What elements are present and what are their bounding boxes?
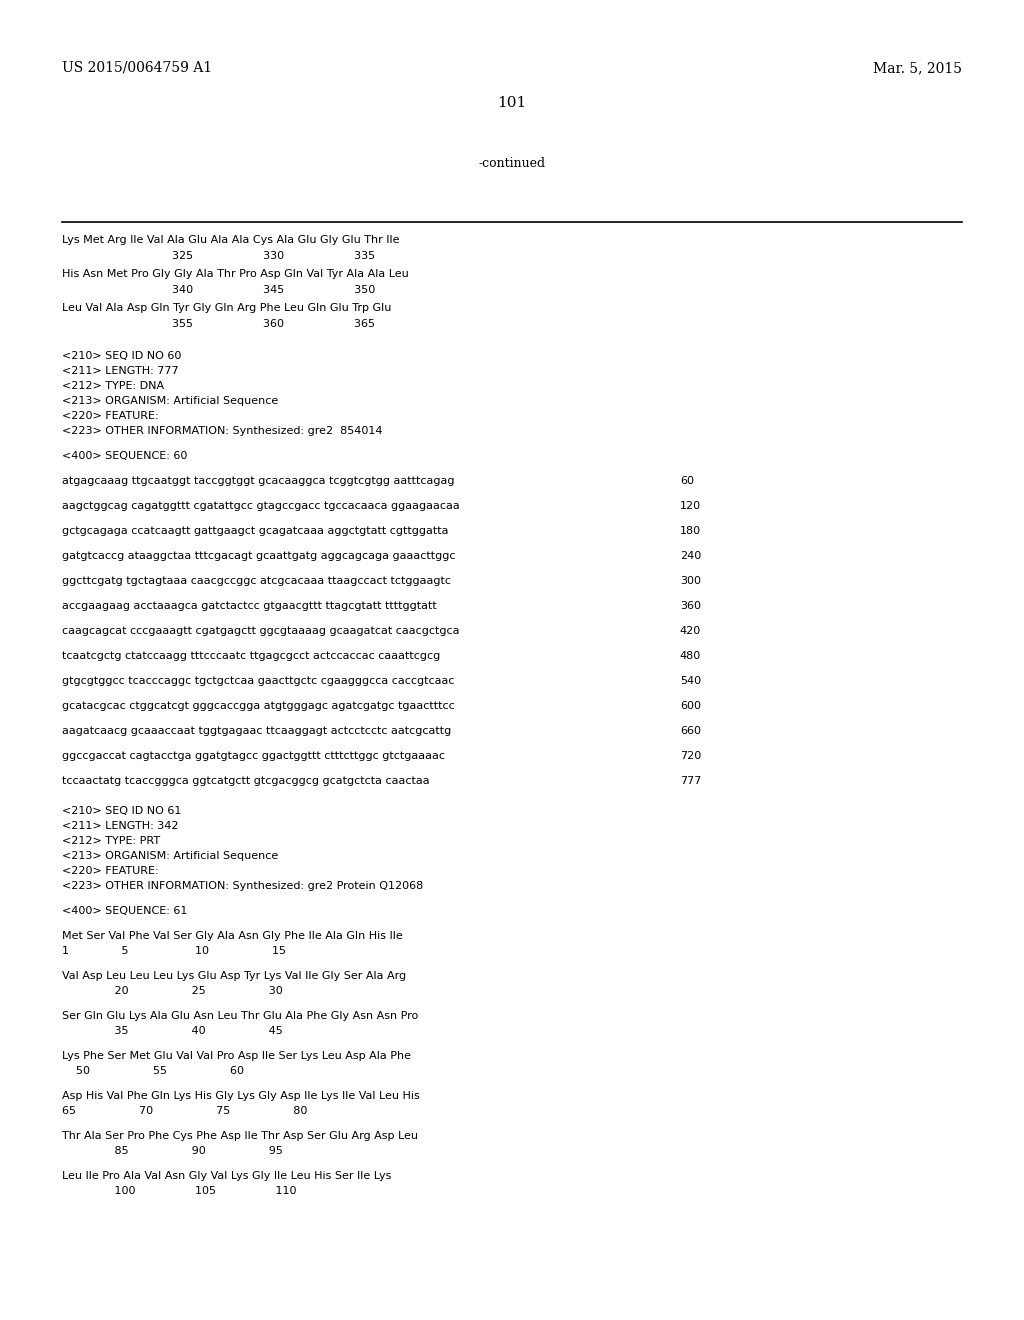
Text: gcatacgcac ctggcatcgt gggcaccgga atgtgggagc agatcgatgc tgaactttcc: gcatacgcac ctggcatcgt gggcaccgga atgtggg… <box>61 701 455 711</box>
Text: 540: 540 <box>680 676 701 686</box>
Text: 100                 105                 110: 100 105 110 <box>61 1185 297 1196</box>
Text: 120: 120 <box>680 502 701 511</box>
Text: <220> FEATURE:: <220> FEATURE: <box>61 411 159 421</box>
Text: Leu Val Ala Asp Gln Tyr Gly Gln Arg Phe Leu Gln Glu Trp Glu: Leu Val Ala Asp Gln Tyr Gly Gln Arg Phe … <box>61 304 391 313</box>
Text: Met Ser Val Phe Val Ser Gly Ala Asn Gly Phe Ile Ala Gln His Ile: Met Ser Val Phe Val Ser Gly Ala Asn Gly … <box>61 931 402 941</box>
Text: <210> SEQ ID NO 61: <210> SEQ ID NO 61 <box>61 807 181 816</box>
Text: 50                  55                  60: 50 55 60 <box>61 1067 244 1076</box>
Text: atgagcaaag ttgcaatggt taccggtggt gcacaaggca tcggtcgtgg aatttcagag: atgagcaaag ttgcaatggt taccggtggt gcacaag… <box>61 477 455 486</box>
Text: 60: 60 <box>680 477 694 486</box>
Text: 300: 300 <box>680 576 701 586</box>
Text: 20                  25                  30: 20 25 30 <box>61 986 283 997</box>
Text: 420: 420 <box>680 626 701 636</box>
Text: Val Asp Leu Leu Leu Lys Glu Asp Tyr Lys Val Ile Gly Ser Ala Arg: Val Asp Leu Leu Leu Lys Glu Asp Tyr Lys … <box>61 972 407 981</box>
Text: ggccgaccat cagtacctga ggatgtagcc ggactggttt ctttcttggc gtctgaaaac: ggccgaccat cagtacctga ggatgtagcc ggactgg… <box>61 751 445 760</box>
Text: 355                    360                    365: 355 360 365 <box>172 319 375 329</box>
Text: 600: 600 <box>680 701 701 711</box>
Text: gctgcagaga ccatcaagtt gattgaagct gcagatcaaa aggctgtatt cgttggatta: gctgcagaga ccatcaagtt gattgaagct gcagatc… <box>61 525 449 536</box>
Text: <211> LENGTH: 342: <211> LENGTH: 342 <box>61 821 178 832</box>
Text: Leu Ile Pro Ala Val Asn Gly Val Lys Gly Ile Leu His Ser Ile Lys: Leu Ile Pro Ala Val Asn Gly Val Lys Gly … <box>61 1171 391 1181</box>
Text: <213> ORGANISM: Artificial Sequence: <213> ORGANISM: Artificial Sequence <box>61 396 279 407</box>
Text: <400> SEQUENCE: 60: <400> SEQUENCE: 60 <box>61 451 187 461</box>
Text: <223> OTHER INFORMATION: Synthesized: gre2  854014: <223> OTHER INFORMATION: Synthesized: gr… <box>61 426 382 436</box>
Text: 180: 180 <box>680 525 701 536</box>
Text: <213> ORGANISM: Artificial Sequence: <213> ORGANISM: Artificial Sequence <box>61 851 279 861</box>
Text: tccaactatg tcaccgggca ggtcatgctt gtcgacggcg gcatgctcta caactaa: tccaactatg tcaccgggca ggtcatgctt gtcgacg… <box>61 776 430 785</box>
Text: 660: 660 <box>680 726 701 737</box>
Text: His Asn Met Pro Gly Gly Ala Thr Pro Asp Gln Val Tyr Ala Ala Leu: His Asn Met Pro Gly Gly Ala Thr Pro Asp … <box>61 269 409 279</box>
Text: <220> FEATURE:: <220> FEATURE: <box>61 866 159 876</box>
Text: 720: 720 <box>680 751 701 760</box>
Text: 325                    330                    335: 325 330 335 <box>172 251 375 261</box>
Text: Ser Gln Glu Lys Ala Glu Asn Leu Thr Glu Ala Phe Gly Asn Asn Pro: Ser Gln Glu Lys Ala Glu Asn Leu Thr Glu … <box>61 1011 418 1020</box>
Text: <211> LENGTH: 777: <211> LENGTH: 777 <box>61 366 178 376</box>
Text: gtgcgtggcc tcacccaggc tgctgctcaa gaacttgctc cgaagggcca caccgtcaac: gtgcgtggcc tcacccaggc tgctgctcaa gaacttg… <box>61 676 455 686</box>
Text: US 2015/0064759 A1: US 2015/0064759 A1 <box>61 61 212 75</box>
Text: Mar. 5, 2015: Mar. 5, 2015 <box>873 61 963 75</box>
Text: -continued: -continued <box>478 157 546 170</box>
Text: aagatcaacg gcaaaccaat tggtgagaac ttcaaggagt actcctcctc aatcgcattg: aagatcaacg gcaaaccaat tggtgagaac ttcaagg… <box>61 726 452 737</box>
Text: Lys Met Arg Ile Val Ala Glu Ala Ala Cys Ala Glu Gly Glu Thr Ile: Lys Met Arg Ile Val Ala Glu Ala Ala Cys … <box>61 235 399 246</box>
Text: 85                  90                  95: 85 90 95 <box>61 1146 283 1156</box>
Text: 480: 480 <box>680 651 701 661</box>
Text: <223> OTHER INFORMATION: Synthesized: gre2 Protein Q12068: <223> OTHER INFORMATION: Synthesized: gr… <box>61 880 423 891</box>
Text: 1               5                   10                  15: 1 5 10 15 <box>61 946 286 956</box>
Text: 340                    345                    350: 340 345 350 <box>172 285 375 296</box>
Text: 240: 240 <box>680 552 701 561</box>
Text: Asp His Val Phe Gln Lys His Gly Lys Gly Asp Ile Lys Ile Val Leu His: Asp His Val Phe Gln Lys His Gly Lys Gly … <box>61 1090 420 1101</box>
Text: ggcttcgatg tgctagtaaa caacgccggc atcgcacaaa ttaagccact tctggaagtc: ggcttcgatg tgctagtaaa caacgccggc atcgcac… <box>61 576 451 586</box>
Text: caagcagcat cccgaaagtt cgatgagctt ggcgtaaaag gcaagatcat caacgctgca: caagcagcat cccgaaagtt cgatgagctt ggcgtaa… <box>61 626 460 636</box>
Text: 35                  40                  45: 35 40 45 <box>61 1026 283 1036</box>
Text: gatgtcaccg ataaggctaa tttcgacagt gcaattgatg aggcagcaga gaaacttggc: gatgtcaccg ataaggctaa tttcgacagt gcaattg… <box>61 552 456 561</box>
Text: <400> SEQUENCE: 61: <400> SEQUENCE: 61 <box>61 906 187 916</box>
Text: 101: 101 <box>498 96 526 110</box>
Text: tcaatcgctg ctatccaagg tttcccaatc ttgagcgcct actccaccac caaattcgcg: tcaatcgctg ctatccaagg tttcccaatc ttgagcg… <box>61 651 440 661</box>
Text: accgaagaag acctaaagca gatctactcc gtgaacgttt ttagcgtatt ttttggtatt: accgaagaag acctaaagca gatctactcc gtgaacg… <box>61 601 436 611</box>
Text: <212> TYPE: PRT: <212> TYPE: PRT <box>61 836 160 846</box>
Text: <210> SEQ ID NO 60: <210> SEQ ID NO 60 <box>61 351 181 362</box>
Text: 777: 777 <box>680 776 701 785</box>
Text: Thr Ala Ser Pro Phe Cys Phe Asp Ile Thr Asp Ser Glu Arg Asp Leu: Thr Ala Ser Pro Phe Cys Phe Asp Ile Thr … <box>61 1131 418 1140</box>
Text: 65                  70                  75                  80: 65 70 75 80 <box>61 1106 307 1115</box>
Text: <212> TYPE: DNA: <212> TYPE: DNA <box>61 381 164 391</box>
Text: Lys Phe Ser Met Glu Val Val Pro Asp Ile Ser Lys Leu Asp Ala Phe: Lys Phe Ser Met Glu Val Val Pro Asp Ile … <box>61 1051 411 1061</box>
Text: 360: 360 <box>680 601 701 611</box>
Text: aagctggcag cagatggttt cgatattgcc gtagccgacc tgccacaaca ggaagaacaa: aagctggcag cagatggttt cgatattgcc gtagccg… <box>61 502 460 511</box>
